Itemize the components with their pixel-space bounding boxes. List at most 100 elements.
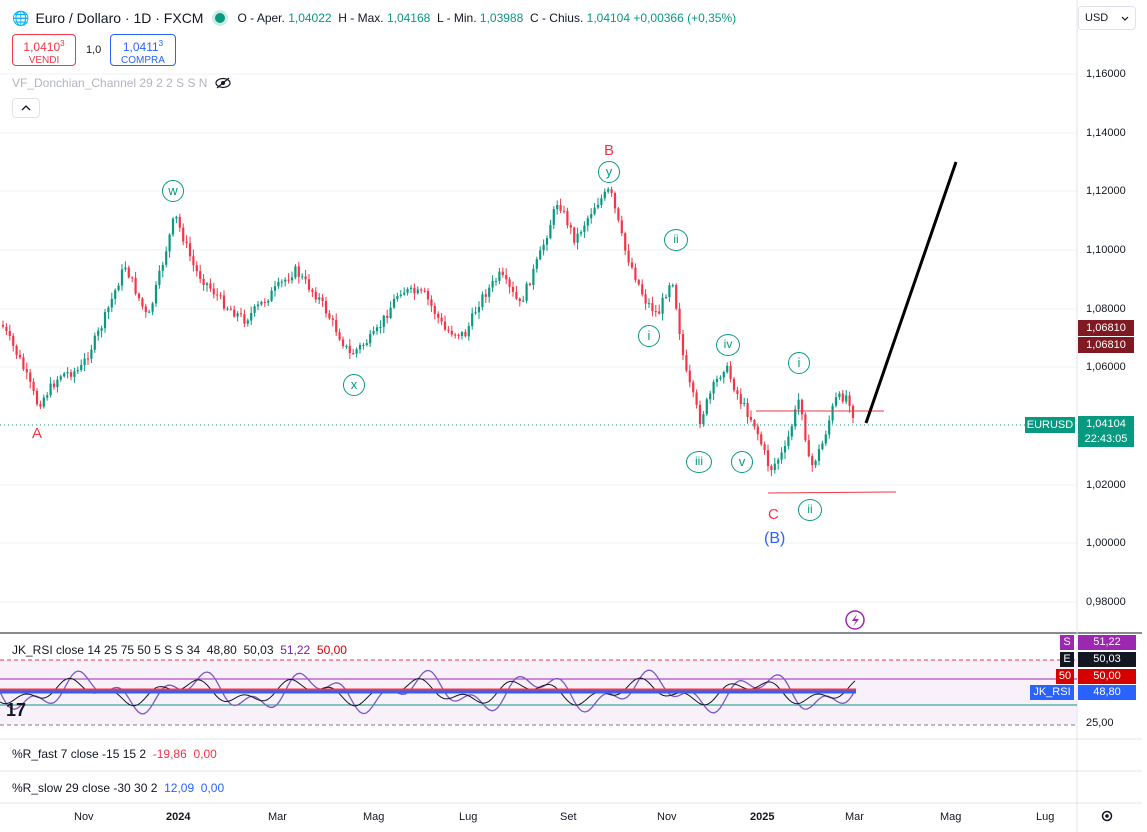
candle-body	[97, 330, 100, 336]
candle-body	[681, 333, 685, 356]
price-axis-label: 1,12000	[1086, 185, 1126, 197]
eye-hidden-icon[interactable]	[215, 77, 232, 89]
candle-body	[739, 394, 742, 404]
wave-label-v[interactable]: v	[731, 451, 753, 473]
price-axis-label: 1,08000	[1086, 303, 1126, 315]
range-bottom-line[interactable]	[767, 491, 897, 494]
rfast-pane-title[interactable]: %R_fast 7 close -15 15 2 -19,86 0,00	[12, 747, 217, 761]
sell-button[interactable]: 1,04103 VENDI	[12, 34, 76, 66]
wave-label-w[interactable]: w	[162, 180, 184, 202]
candle-body	[35, 390, 39, 405]
candle-body	[195, 265, 198, 272]
candle-body	[233, 309, 236, 317]
candle-body	[93, 335, 96, 350]
time-axis-label: Nov	[74, 811, 94, 823]
candle-body	[552, 209, 555, 225]
candle-body	[845, 395, 848, 402]
wave-label-A[interactable]: A	[32, 425, 43, 442]
candle-body	[464, 332, 467, 337]
wave-label-ii-first[interactable]: ii	[664, 229, 688, 251]
currency-selector[interactable]: USD	[1078, 6, 1136, 30]
candle-body	[273, 286, 277, 291]
candle-body	[511, 286, 515, 292]
candle-body	[678, 308, 681, 334]
candle-body	[260, 301, 263, 305]
time-axis-label: Lug	[459, 811, 478, 823]
candle-body	[783, 445, 787, 453]
wave-label-i-first[interactable]: i	[638, 325, 660, 347]
overlay-indicator-title[interactable]: VF_Donchian_Channel 29 2 2 S S N	[12, 76, 232, 90]
wave-label-iv[interactable]: iv	[716, 334, 740, 356]
candle-body	[396, 295, 399, 299]
candle-body	[222, 295, 226, 309]
candle-body	[709, 393, 712, 400]
candle-body	[644, 294, 647, 304]
candle-body	[624, 233, 627, 251]
candle-body	[545, 238, 549, 245]
candle-body	[22, 357, 25, 370]
candle-body	[732, 378, 736, 391]
price-axis-label: 1,00000	[1086, 537, 1126, 549]
candle-body	[610, 189, 613, 194]
candle-body	[355, 349, 358, 354]
candle-body	[321, 297, 324, 302]
symbol-price-tag: EURUSD	[1025, 417, 1075, 433]
candle-body	[277, 281, 280, 287]
candle-body	[593, 207, 596, 215]
symbol-title[interactable]: Euro / Dollaro · 1D · FXCM	[35, 10, 204, 26]
wave-label-B-paren[interactable]: (B)	[764, 530, 786, 547]
wave-label-x[interactable]: x	[343, 374, 365, 396]
candle-body	[423, 290, 426, 292]
settings-gear-icon[interactable]	[1100, 809, 1114, 828]
collapse-legend-button[interactable]	[12, 98, 40, 118]
price-axis-label: 1,14000	[1086, 127, 1126, 139]
wave-label-iii[interactable]: iii	[686, 451, 712, 473]
wave-label-y[interactable]: y	[598, 161, 620, 183]
candle-body	[76, 370, 79, 372]
candle-body	[573, 227, 576, 243]
candle-body	[641, 284, 644, 295]
candle-body	[236, 313, 239, 317]
candle-body	[246, 320, 249, 324]
candle-body	[522, 300, 525, 302]
candle-body	[668, 285, 671, 297]
time-axis-label: Lug	[1036, 811, 1055, 823]
buy-button[interactable]: 1,04113 COMPRA	[110, 34, 176, 66]
price-level-tag: 1,06810	[1078, 320, 1134, 336]
candle-body	[705, 399, 708, 415]
candle-body	[243, 314, 246, 324]
candle-body	[301, 276, 304, 278]
candle-body	[83, 358, 86, 365]
rsi-signal-line	[0, 677, 856, 707]
candle-body	[695, 392, 698, 405]
candle-body	[148, 311, 151, 313]
time-axis-label: Mar	[845, 811, 864, 823]
candle-body	[192, 256, 195, 266]
rsi-pane-title[interactable]: JK_RSI close 14 25 75 50 5 S S 34 48,80 …	[12, 643, 347, 657]
rslow-pane-title[interactable]: %R_slow 29 close -30 30 2 12,09 0,00	[12, 781, 225, 795]
candle-body	[460, 332, 464, 336]
wave-label-ii-second[interactable]: ii	[798, 499, 822, 521]
candle-body	[722, 372, 725, 378]
candle-body	[474, 312, 477, 314]
candle-body	[817, 449, 821, 461]
candle-body	[562, 210, 566, 212]
candle-body	[253, 306, 256, 313]
candle-body	[161, 264, 164, 271]
candle-body	[603, 191, 606, 199]
wave-label-i-second[interactable]: i	[788, 352, 810, 374]
candle-body	[331, 318, 334, 320]
projection-line[interactable]	[864, 161, 958, 424]
candle-body	[369, 333, 372, 344]
candle-body	[372, 331, 375, 334]
candle-body	[297, 266, 300, 277]
candle-body	[766, 450, 770, 467]
candle-body	[69, 372, 73, 377]
candle-body	[450, 330, 453, 335]
candle-body	[535, 259, 538, 269]
candle-body	[811, 456, 814, 466]
wave-label-C[interactable]: C	[768, 506, 779, 523]
wave-label-B[interactable]: B	[604, 142, 615, 159]
candle-body	[158, 270, 161, 285]
